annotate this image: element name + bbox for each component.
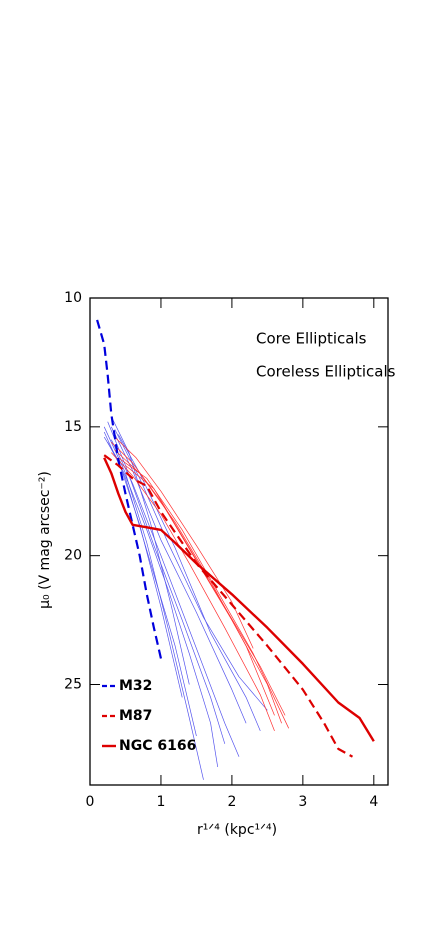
series-line: [118, 434, 261, 732]
legend-label: M32: [119, 678, 152, 694]
series-line: [125, 465, 286, 716]
series-line: [103, 454, 354, 758]
plot-frame: [89, 297, 389, 786]
annotation: Core Ellipticals: [256, 330, 367, 348]
series-line: [103, 457, 375, 742]
x-tick-label: 4: [369, 794, 378, 810]
series-line: [107, 421, 226, 744]
series-line: [114, 449, 275, 716]
x-tick-label: 2: [227, 794, 236, 810]
series-line: [103, 436, 183, 698]
series-line: [110, 416, 190, 685]
annotation: Coreless Ellipticals: [256, 363, 396, 381]
series-line: [111, 452, 275, 732]
y-axis-label: μ₀ (V mag arcsec⁻²): [37, 471, 53, 609]
series-line: [114, 436, 254, 649]
y-tick-label: 10: [64, 290, 82, 306]
y-tick-label: 20: [64, 548, 82, 564]
x-axis-label: r¹ᐟ⁴ (kpc¹ᐟ⁴): [197, 822, 277, 838]
x-tick-label: 1: [156, 794, 165, 810]
series-line: [118, 457, 290, 729]
series-line: [107, 442, 219, 768]
series-line: [103, 426, 204, 780]
series-line: [96, 319, 163, 659]
series-line: [111, 442, 282, 724]
y-tick-label: 25: [64, 677, 82, 693]
x-tick-label: 3: [298, 794, 307, 810]
legend-label: NGC 6166: [119, 738, 196, 754]
legend-label: M87: [119, 708, 152, 724]
x-tick-label: 0: [86, 794, 95, 810]
y-tick-label: 15: [64, 419, 82, 435]
